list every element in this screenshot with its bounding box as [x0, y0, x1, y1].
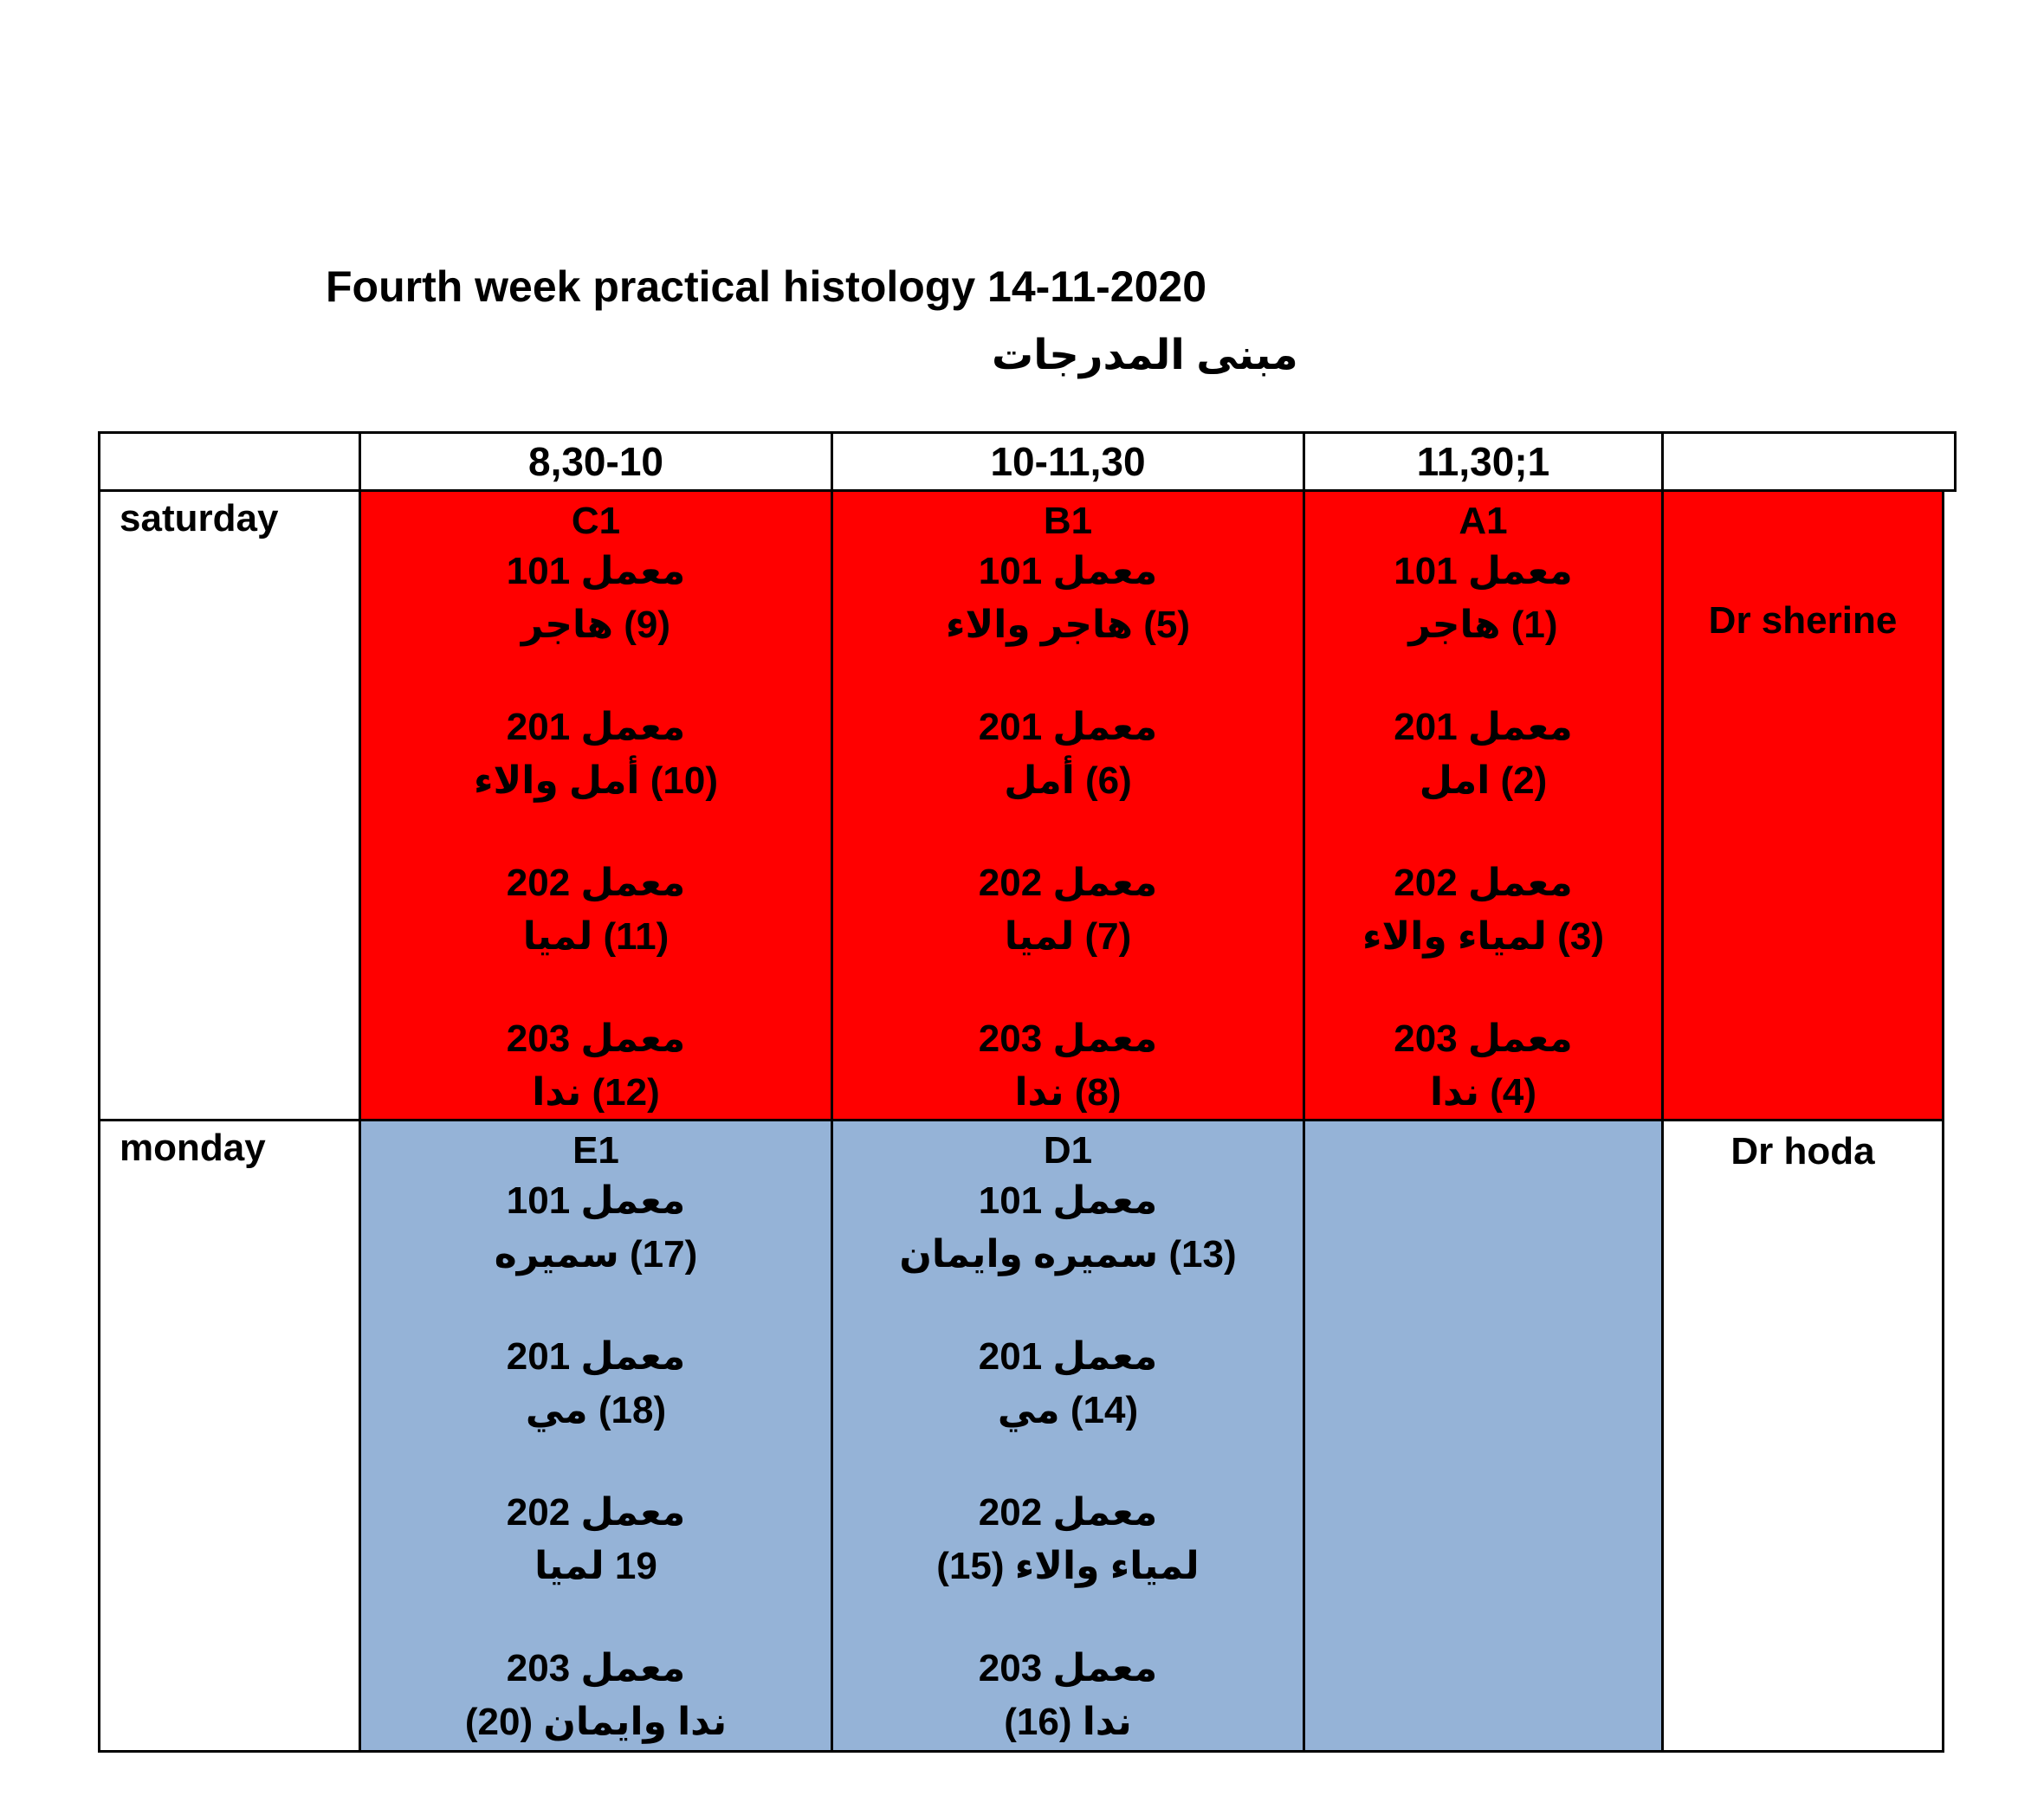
lab-room: معمل 202 [978, 1491, 1158, 1534]
lab-group: (6) أمل [1004, 759, 1132, 802]
header-time-slot-1: 8,30-10 [359, 431, 833, 492]
lab-group: (13) سميره وايمان [899, 1233, 1237, 1276]
lab-room: معمل 101 [1394, 550, 1573, 592]
lab-room: معمل 203 [1394, 1017, 1573, 1060]
lab-group: (2) امل [1419, 759, 1548, 802]
doctor-monday: Dr hoda [1661, 1119, 1944, 1753]
lab-room: معمل 101 [506, 1179, 686, 1222]
lab-room: معمل 101 [978, 1179, 1158, 1222]
header-time-slot-3: 11,30;1 [1303, 431, 1664, 492]
lab-group: (9) هاجر [521, 604, 671, 646]
header-cell-empty-right [1661, 431, 1957, 492]
lab-group: (5) هاجر والاء [945, 604, 1191, 646]
group-code: D1 [1043, 1129, 1093, 1172]
lab-room: معمل 202 [506, 1491, 686, 1534]
lab-group: (11) لميا [522, 915, 669, 958]
doctor-name: Dr hoda [1730, 1130, 1875, 1172]
lab-room: معمل 202 [506, 862, 686, 904]
schedule-cell-monday-slot-2: D1 معمل 101 (13) سميره وايمان معمل 201 (… [831, 1119, 1305, 1753]
day-label-saturday: saturday [98, 489, 361, 1121]
schedule-cell-saturday-slot-1: C1 معمل 101 (9) هاجر معمل 201 (10) أمل و… [359, 489, 833, 1121]
schedule-cell-saturday-slot-3: A1 معمل 101 (1) هاجر معمل 201 (2) امل مع… [1303, 489, 1664, 1121]
group-code: E1 [572, 1129, 619, 1172]
lab-group: (14) مي [997, 1389, 1139, 1431]
schedule-cell-saturday-slot-2: B1 معمل 101 (5) هاجر والاء معمل 201 (6) … [831, 489, 1305, 1121]
header-cell-empty-left [98, 431, 361, 492]
lab-group: (8) ندا [1014, 1071, 1122, 1114]
day-label-monday: monday [98, 1119, 361, 1753]
schedule-cell-monday-slot-1: E1 معمل 101 (17) سميره معمل 201 (18) مي … [359, 1119, 833, 1753]
lab-group: 19 لميا [534, 1545, 657, 1587]
group-code: C1 [571, 500, 621, 542]
lab-room: معمل 201 [506, 706, 686, 748]
page-title: Fourth week practical histology 14-11-20… [326, 262, 1207, 311]
lab-room: معمل 202 [978, 862, 1158, 904]
lab-room: معمل 203 [978, 1017, 1158, 1060]
lab-room: معمل 201 [506, 1335, 686, 1378]
lab-room: معمل 203 [506, 1647, 686, 1689]
lab-room: معمل 201 [978, 1335, 1158, 1378]
lab-group: (18) مي [525, 1389, 667, 1431]
lab-group: لمياء والاء (15) [936, 1545, 1200, 1587]
lab-room: معمل 202 [1394, 862, 1573, 904]
lab-group: (1) هاجر [1408, 604, 1558, 646]
header-time-slot-2: 10-11,30 [831, 431, 1305, 492]
lab-group: (4) ندا [1429, 1071, 1537, 1114]
lab-group: ندا (16) [1004, 1701, 1132, 1743]
lab-room: معمل 101 [506, 550, 686, 592]
lab-group: (3) لمياء والاء [1362, 915, 1604, 958]
lab-room: معمل 101 [978, 550, 1158, 592]
lab-room: معمل 201 [1394, 706, 1573, 748]
lab-room: معمل 203 [506, 1017, 686, 1060]
group-code: B1 [1043, 500, 1093, 542]
doctor-name: Dr sherine [1708, 599, 1898, 642]
lab-group: (12) ندا [532, 1071, 660, 1114]
lab-room: معمل 203 [978, 1647, 1158, 1689]
lab-group: (7) لميا [1004, 915, 1132, 958]
group-code: A1 [1459, 500, 1508, 542]
schedule-cell-monday-slot-3-empty [1303, 1119, 1664, 1753]
lab-group: ندا وايمان (20) [464, 1701, 728, 1743]
lab-group: (10) أمل والاء [474, 759, 718, 802]
lab-group: (17) سميره [494, 1233, 698, 1276]
lab-room: معمل 201 [978, 706, 1158, 748]
doctor-saturday: Dr sherine [1661, 489, 1944, 1121]
page-subtitle: مبنى المدرجات [992, 333, 1298, 378]
